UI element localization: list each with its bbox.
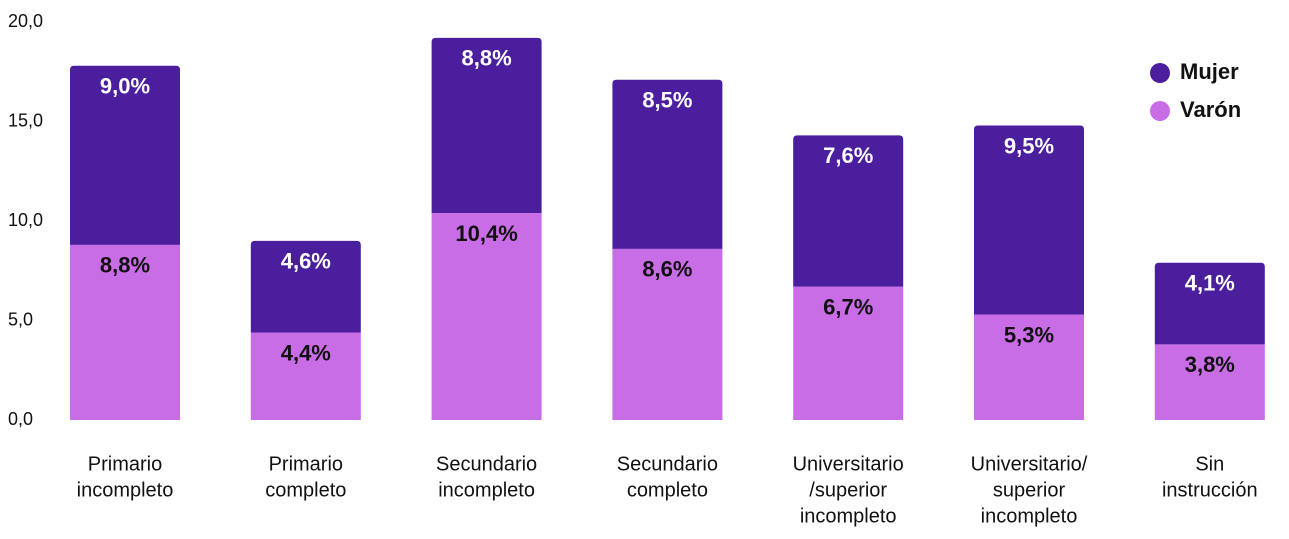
value-label: 5,3% xyxy=(1004,322,1054,347)
bar-segment xyxy=(793,286,904,420)
bar-segment xyxy=(974,314,1084,420)
x-tick-label: Universitario xyxy=(793,453,904,475)
value-label: 8,5% xyxy=(642,88,692,113)
x-tick-label: Primario xyxy=(269,453,343,475)
value-label: 8,6% xyxy=(642,257,692,282)
value-label: 6,7% xyxy=(823,294,873,319)
bar-segment xyxy=(431,37,542,214)
bar-segment xyxy=(612,79,723,249)
bar-segment xyxy=(250,332,361,420)
x-tick-label: Primario xyxy=(88,453,162,475)
value-label: 10,4% xyxy=(455,221,517,246)
bar-segment xyxy=(70,244,180,420)
value-label: 7,6% xyxy=(823,143,873,168)
bar-segment xyxy=(431,213,542,420)
value-label: 8,8% xyxy=(100,253,150,278)
value-label: 9,5% xyxy=(1004,133,1054,158)
y-tick-label: 15,0 xyxy=(8,110,43,130)
x-tick-label: completo xyxy=(627,479,708,501)
value-label: 9,0% xyxy=(100,74,150,99)
bar-segment xyxy=(1154,262,1265,345)
x-tick-label: instrucción xyxy=(1162,479,1258,501)
x-tick-label: incompleto xyxy=(981,505,1078,527)
legend-label: Mujer xyxy=(1180,59,1239,84)
x-tick-label: /superior xyxy=(809,479,887,501)
x-tick-label: incompleto xyxy=(438,479,535,501)
legend-label: Varón xyxy=(1180,97,1241,122)
x-tick-label: incompleto xyxy=(800,505,897,527)
y-tick-label: 20,0 xyxy=(8,11,43,31)
value-label: 8,8% xyxy=(462,46,512,71)
value-label: 4,4% xyxy=(281,340,331,365)
value-label: 3,8% xyxy=(1185,352,1235,377)
x-tick-label: Secundario xyxy=(436,453,537,475)
bar-segment xyxy=(974,125,1084,315)
x-tick-label: Secundario xyxy=(617,453,718,475)
bar-segment xyxy=(793,135,904,287)
legend-swatch xyxy=(1150,63,1170,83)
bar-segment xyxy=(612,248,723,420)
bar-segment xyxy=(70,65,180,245)
bar-segment xyxy=(1154,344,1265,420)
x-tick-label: incompleto xyxy=(77,479,174,501)
bar-segment xyxy=(250,240,361,333)
y-tick-label: 5,0 xyxy=(8,309,33,329)
x-tick-label: Sin xyxy=(1195,453,1224,475)
legend-swatch xyxy=(1150,101,1170,121)
value-label: 4,1% xyxy=(1185,271,1235,296)
x-tick-label: superior xyxy=(993,479,1066,501)
value-label: 4,6% xyxy=(281,249,331,274)
x-tick-label: completo xyxy=(265,479,346,501)
x-tick-label: Universitario/ xyxy=(971,453,1088,475)
y-tick-label: 10,0 xyxy=(8,210,43,230)
y-tick-label: 0,0 xyxy=(8,409,33,429)
